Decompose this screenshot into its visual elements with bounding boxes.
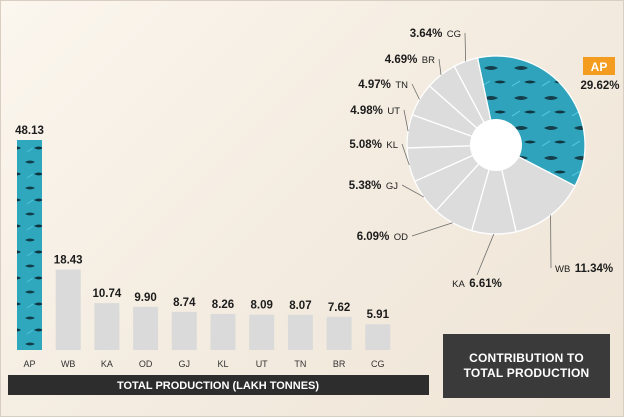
x-axis-title: TOTAL PRODUCTION (LAKH TONNES) — [117, 380, 319, 392]
bar-kl — [210, 313, 236, 350]
bar-ut — [249, 314, 275, 350]
pie-category-label: GJ — [386, 181, 398, 192]
bar-cg — [365, 324, 391, 350]
bar-value-label: 48.13 — [15, 125, 44, 137]
bar-value-label: 18.43 — [54, 255, 83, 267]
bar-gj — [171, 311, 197, 350]
bar-wb — [55, 269, 81, 350]
pie-label: 3.64% CG — [410, 24, 461, 41]
pie-value-label: 5.08% — [349, 139, 382, 151]
bar-category-label: AP — [23, 359, 35, 369]
pie-label: WB 11.34% — [555, 259, 613, 276]
bar-value-label: 8.09 — [251, 300, 273, 312]
pie-leader-line — [411, 222, 453, 237]
bar-ka — [94, 303, 120, 350]
bar-category-label: WB — [61, 359, 76, 369]
pie-value-label: 29.62% — [580, 80, 619, 92]
pie-value-label: 11.34% — [575, 263, 613, 275]
pie-value-label: 3.64% — [410, 28, 443, 40]
bar-value-label: 10.74 — [93, 288, 122, 300]
pie-category-label: KL — [386, 140, 398, 151]
pie-label: 4.69% BR — [385, 50, 435, 67]
pie-leader-line — [401, 143, 410, 166]
pie-leader-line — [401, 184, 425, 198]
pie-label: KA 6.61% — [452, 274, 502, 291]
bar-value-label: 8.74 — [173, 297, 196, 309]
bar-value-label: 8.26 — [212, 299, 234, 311]
pie-label: 4.98% UT — [350, 101, 400, 118]
pie-value-label: 6.61% — [469, 278, 502, 290]
bar-category-label: KA — [101, 359, 113, 369]
pie-value-label: 4.69% — [385, 54, 418, 66]
pie-label: 5.08% KL — [349, 135, 398, 152]
pie-value-label: 4.97% — [358, 79, 391, 91]
bar-value-label: 7.62 — [328, 302, 350, 314]
bar-category-label: UT — [256, 359, 268, 369]
pie-leader-line — [403, 109, 409, 132]
pie-leader-line — [411, 83, 420, 100]
bar-category-label: CG — [371, 359, 385, 369]
x-axis-title-band — [8, 375, 429, 395]
bar-od — [133, 306, 159, 350]
pie-label: 4.97% TN — [358, 75, 408, 92]
pie-category-label: WB — [555, 264, 570, 275]
pie-category-label: BR — [422, 55, 435, 66]
pie-slice-ap — [476, 55, 586, 187]
bar-ap — [17, 140, 42, 350]
pie-label: 6.09% OD — [357, 227, 408, 244]
pie-caption-line-1: CONTRIBUTION TO — [469, 351, 584, 365]
pie-category-label: UT — [387, 106, 400, 117]
bar-category-label: KL — [217, 359, 228, 369]
bar-value-label: 9.90 — [134, 292, 156, 304]
donut-hole — [470, 119, 522, 171]
bar-value-label: 5.91 — [367, 309, 390, 321]
pie-highlight-badge — [583, 57, 615, 75]
bar-value-label: 8.07 — [289, 300, 311, 312]
pie-category-label: TN — [395, 80, 408, 91]
bar-tn — [287, 314, 313, 350]
pie-value-label: 4.98% — [350, 105, 383, 117]
pie-caption-line-2: TOTAL PRODUCTION — [463, 366, 590, 380]
bar-category-label: TN — [294, 359, 306, 369]
pie-category-label: AP — [591, 60, 608, 74]
bar-br — [326, 316, 352, 350]
pie-category-label: CG — [447, 29, 461, 40]
pie-label: 5.38% GJ — [349, 176, 398, 193]
bar-category-label: GJ — [179, 359, 191, 369]
pie-slice-wb — [495, 143, 576, 233]
bar-category-label: OD — [139, 359, 153, 369]
pie-category-label: OD — [394, 232, 408, 243]
pie-leader-line — [438, 58, 442, 76]
pie-caption-box: CONTRIBUTION TO TOTAL PRODUCTION — [443, 334, 610, 398]
pie-category-label: KA — [452, 279, 465, 290]
pie-leader-line — [464, 32, 467, 62]
pie-value-label: 6.09% — [357, 231, 390, 243]
pie-value-label: 5.38% — [349, 180, 382, 192]
bar-category-label: BR — [333, 359, 346, 369]
pie-leader-line — [476, 233, 495, 276]
